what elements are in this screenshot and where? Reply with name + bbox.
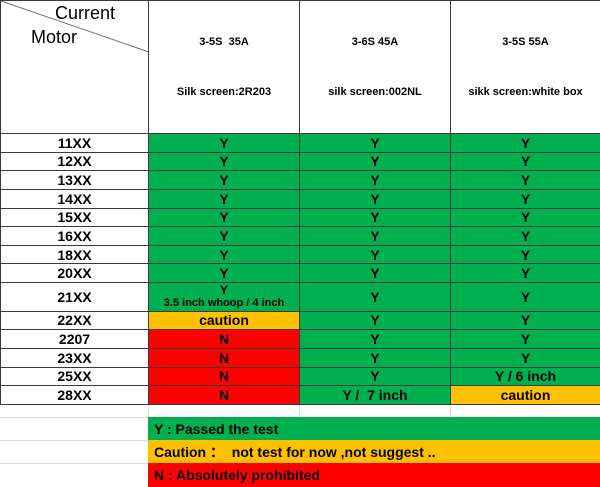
result-cell: Y — [450, 226, 600, 246]
result-cell: Y — [299, 226, 451, 246]
result-cell: N — [148, 329, 300, 349]
result-cell: Y — [148, 263, 300, 284]
legend-item-yellow: Caution ： not test for now ,not suggest … — [148, 440, 600, 463]
result-cell: Y — [299, 263, 451, 284]
table-row: 13XX Y Y Y — [0, 170, 600, 190]
result-cell: Y — [450, 310, 600, 331]
motor-size-label: 16XX — [0, 226, 149, 246]
result-cell: Y — [450, 207, 600, 228]
result-cell: Y — [450, 329, 600, 349]
motor-size-label: 25XX — [0, 366, 149, 387]
motor-size-label: 11XX — [0, 133, 149, 153]
result-note: 3.5 inch whoop / 4 inch — [163, 297, 285, 310]
result-cell: Y / 7 inch — [299, 385, 451, 405]
gridline-vertical — [450, 405, 451, 417]
motor-size-label: 13XX — [0, 170, 149, 190]
table-row: 15XX Y Y Y — [0, 207, 600, 228]
table-row: 21XX Y 3.5 inch whoop / 4 inch Y Y — [0, 282, 600, 312]
column-header-esc-55a: 3-5S 55A sikk screen:white box — [450, 0, 600, 134]
header-row: Current Motor 3-5S 35A Silk screen:2R203… — [0, 0, 600, 134]
result-cell: Y — [299, 366, 451, 387]
table-row: 18XX Y Y Y — [0, 244, 600, 265]
result-cell: Y — [299, 151, 451, 172]
result-cell: Y — [299, 244, 451, 265]
esc-rating: 3-5S 35A — [199, 36, 249, 48]
gridline-horizontal — [0, 417, 148, 418]
result-cell: Y — [148, 207, 300, 228]
result-cell: Y — [450, 282, 600, 312]
result-cell: Y — [299, 207, 451, 228]
motor-size-label: 14XX — [0, 188, 149, 209]
result-cell: Y — [450, 347, 600, 368]
result-value: Y — [219, 283, 228, 298]
column-header-esc-35a: 3-5S 35A Silk screen:2R203 — [148, 0, 300, 134]
result-cell: N — [148, 385, 300, 405]
result-cell: Y — [299, 282, 451, 312]
result-cell: Y 3.5 inch whoop / 4 inch — [148, 282, 300, 312]
motor-size-label: 22XX — [0, 310, 149, 331]
esc-silkscreen: Silk screen:2R203 — [176, 85, 272, 98]
corner-cell: Current Motor — [0, 0, 149, 134]
result-cell: Y — [450, 244, 600, 265]
compatibility-table: Current Motor 3-5S 35A Silk screen:2R203… — [0, 0, 600, 405]
column-header-esc-45a: 3-6S 45A silk screen:002NL — [299, 0, 451, 134]
result-cell: Y — [148, 133, 300, 153]
esc-rating: 3-6S 45A — [351, 36, 399, 48]
legend-item-green: Y : Passed the test — [148, 417, 600, 440]
table-row: 11XX Y Y Y — [0, 133, 600, 153]
result-cell: Y — [450, 188, 600, 209]
gridline-vertical — [299, 405, 300, 417]
result-cell: Y — [299, 329, 451, 349]
corner-label-current: Current — [55, 3, 116, 23]
table-header: Current Motor 3-5S 35A Silk screen:2R203… — [0, 0, 600, 134]
table-row: 14XX Y Y Y — [0, 188, 600, 209]
table-body: 11XX Y Y Y 12XX Y Y Y 13XX Y Y Y 14XX Y Y Y 15XX Y Y Y 16XX Y… — [0, 133, 600, 405]
table-row: 28XX N Y / 7 inch caution — [0, 385, 600, 405]
table-row: 16XX Y Y Y — [0, 226, 600, 246]
table-row: 25XX N Y Y / 6 inch — [0, 366, 600, 387]
result-cell: Y — [450, 170, 600, 190]
table-row: 2207 N Y Y — [0, 329, 600, 349]
result-cell: Y — [299, 310, 451, 331]
result-cell: Y — [148, 151, 300, 172]
esc-silkscreen: sikk screen:white box — [468, 85, 583, 98]
result-cell: Y — [299, 170, 451, 190]
motor-size-label: 21XX — [0, 282, 149, 312]
result-cell: Y — [148, 244, 300, 265]
motor-size-label: 20XX — [0, 263, 149, 284]
result-cell: Y — [299, 347, 451, 368]
result-cell: Y / 6 inch — [450, 366, 600, 387]
table-row: 23XX N Y Y — [0, 347, 600, 368]
result-cell: N — [148, 347, 300, 368]
motor-size-label: 15XX — [0, 207, 149, 228]
gridline-horizontal — [0, 463, 148, 464]
table-row: 20XX Y Y Y — [0, 263, 600, 284]
result-cell: Y — [299, 188, 451, 209]
result-cell: Y — [148, 170, 300, 190]
result-cell: caution — [148, 310, 300, 331]
corner-label-motor: Motor — [31, 27, 78, 47]
motor-size-label: 18XX — [0, 244, 149, 265]
esc-silkscreen: silk screen:002NL — [328, 85, 422, 98]
result-cell: Y — [450, 133, 600, 153]
esc-rating: 3-5S 55A — [502, 36, 549, 48]
motor-size-label: 12XX — [0, 151, 149, 172]
diagonal-divider — [1, 1, 148, 52]
result-cell: Y — [148, 226, 300, 246]
result-cell: Y — [450, 151, 600, 172]
motor-size-label: 2207 — [0, 329, 149, 349]
result-cell: N — [148, 366, 300, 387]
table-row: 22XX caution Y Y — [0, 310, 600, 331]
result-cell: caution — [450, 385, 600, 405]
motor-size-label: 28XX — [0, 385, 149, 405]
result-cell: Y — [148, 188, 300, 209]
table-row: 12XX Y Y Y — [0, 151, 600, 172]
result-cell: Y — [450, 263, 600, 284]
gridline-horizontal — [0, 440, 148, 441]
legend-item-red: N : Absolutely prohibited — [148, 463, 600, 487]
result-cell: Y — [299, 133, 451, 153]
motor-size-label: 23XX — [0, 347, 149, 368]
